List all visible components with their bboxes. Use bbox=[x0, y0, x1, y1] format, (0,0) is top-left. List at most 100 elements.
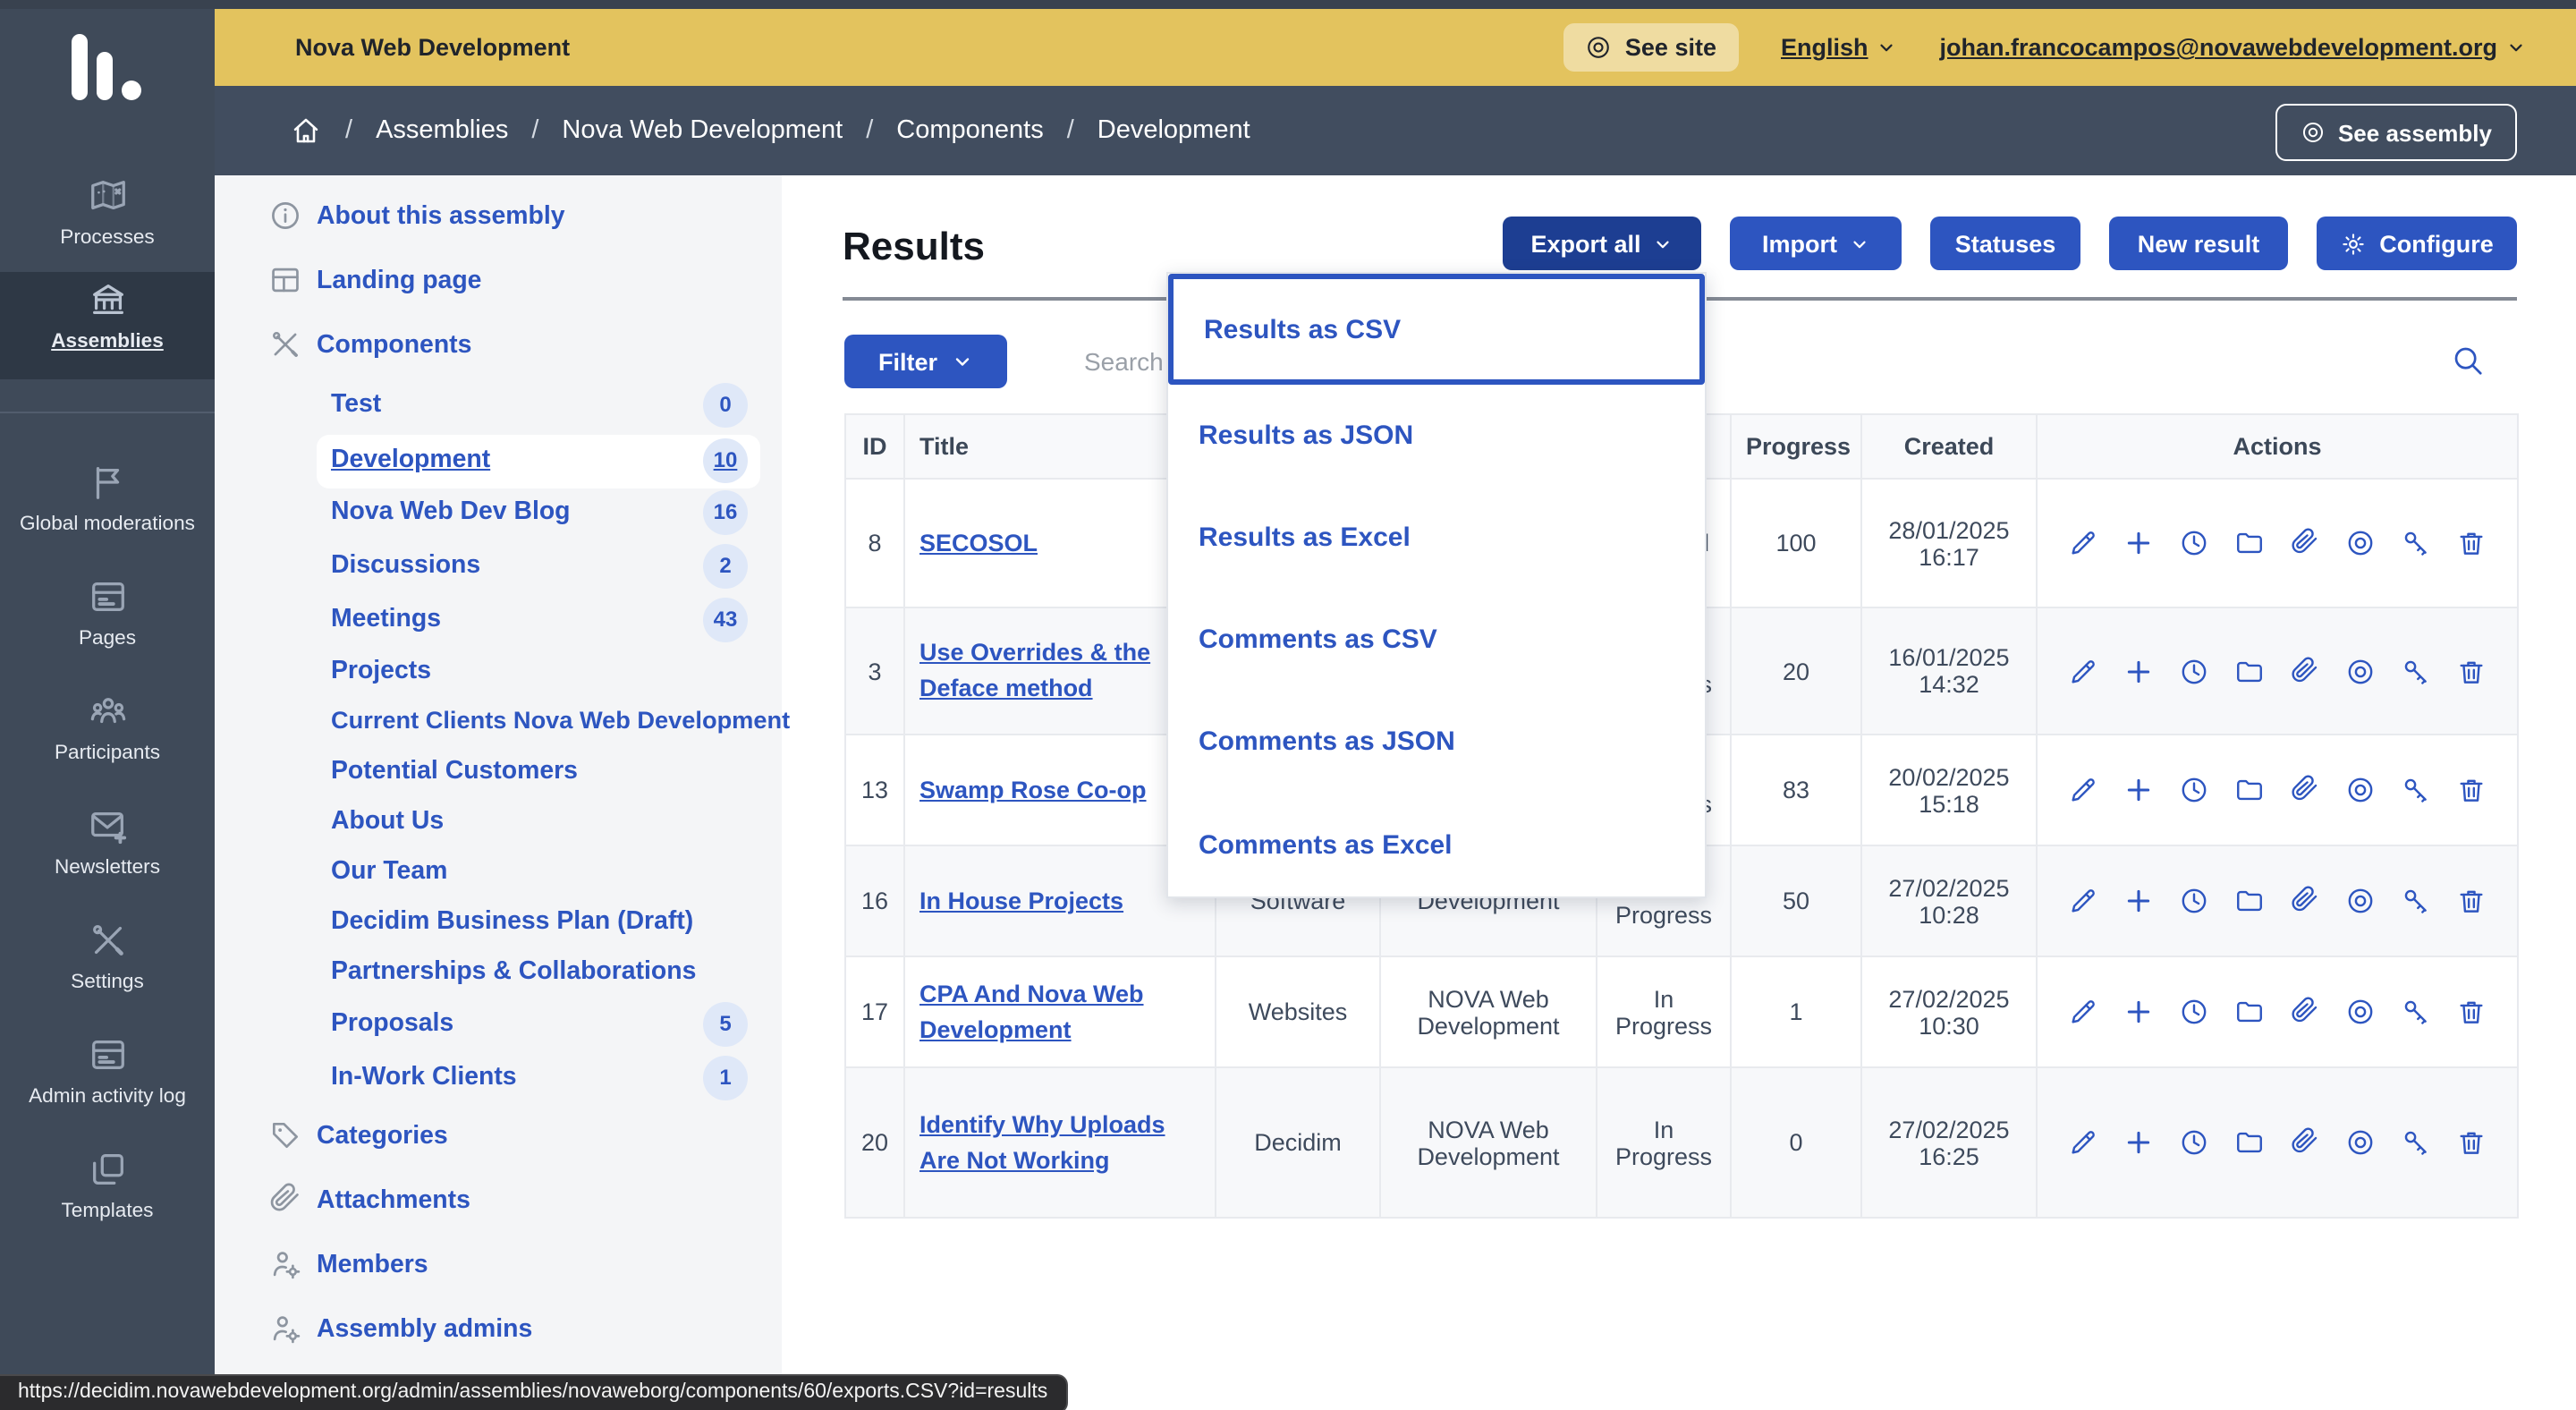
attachment-icon[interactable] bbox=[2290, 656, 2320, 686]
sidebar-item-newsletters[interactable]: Newsletters bbox=[0, 798, 215, 898]
result-title-link[interactable]: Use Overrides & the Deface method bbox=[919, 639, 1151, 701]
breadcrumb-components[interactable]: Components bbox=[896, 116, 1044, 145]
result-title-link[interactable]: Swamp Rose Co-op bbox=[919, 776, 1147, 803]
col-created[interactable]: Created bbox=[1860, 413, 2038, 480]
menu-components[interactable]: Components bbox=[215, 322, 782, 372]
delete-icon[interactable] bbox=[2456, 775, 2487, 805]
edit-icon[interactable] bbox=[2068, 997, 2098, 1027]
timeline-icon[interactable] bbox=[2179, 997, 2209, 1027]
menu-component-development[interactable]: Development 10 bbox=[317, 435, 760, 488]
home-icon[interactable] bbox=[290, 115, 322, 147]
menu-about-this-assembly[interactable]: About this assembly bbox=[215, 193, 782, 243]
add-icon[interactable] bbox=[2123, 775, 2154, 805]
menu-component-decidim-business-plan[interactable]: Decidim Business Plan (Draft) bbox=[331, 907, 694, 936]
folder-icon[interactable] bbox=[2234, 886, 2265, 916]
sidebar-item-admin-activity-log[interactable]: Admin activity log bbox=[0, 1027, 215, 1127]
timeline-icon[interactable] bbox=[2179, 528, 2209, 558]
menu-component-potential-customers[interactable]: Potential Customers bbox=[331, 757, 578, 786]
folder-icon[interactable] bbox=[2234, 775, 2265, 805]
result-title-link[interactable]: In House Projects bbox=[919, 887, 1124, 914]
result-title-link[interactable]: Identify Why Uploads Are Not Working bbox=[919, 1110, 1165, 1173]
export-results-excel[interactable]: Results as Excel bbox=[1199, 522, 1411, 553]
menu-landing-page[interactable]: Landing page bbox=[215, 258, 782, 308]
sidebar-item-processes[interactable]: Processes bbox=[0, 168, 215, 268]
col-title[interactable]: Title bbox=[903, 413, 1216, 480]
delete-icon[interactable] bbox=[2456, 997, 2487, 1027]
preview-icon[interactable] bbox=[2345, 528, 2376, 558]
preview-icon[interactable] bbox=[2345, 997, 2376, 1027]
breadcrumb-assemblies[interactable]: Assemblies bbox=[376, 116, 509, 145]
sidebar-item-pages[interactable]: Pages bbox=[0, 569, 215, 669]
menu-component-proposals[interactable]: Proposals 5 bbox=[215, 1000, 782, 1050]
attachment-icon[interactable] bbox=[2290, 997, 2320, 1027]
menu-assembly-admins[interactable]: Assembly admins bbox=[215, 1306, 782, 1356]
sidebar-item-participants[interactable]: Participants bbox=[0, 684, 215, 784]
result-title-link[interactable]: SECOSOL bbox=[919, 529, 1038, 556]
export-comments-csv[interactable]: Comments as CSV bbox=[1199, 624, 1437, 655]
see-site-button[interactable]: See site bbox=[1563, 23, 1738, 72]
permissions-icon[interactable] bbox=[2401, 528, 2431, 558]
export-comments-json[interactable]: Comments as JSON bbox=[1199, 726, 1455, 757]
attachment-icon[interactable] bbox=[2290, 1127, 2320, 1158]
folder-icon[interactable] bbox=[2234, 528, 2265, 558]
timeline-icon[interactable] bbox=[2179, 656, 2209, 686]
language-menu[interactable]: English bbox=[1781, 34, 1897, 61]
edit-icon[interactable] bbox=[2068, 775, 2098, 805]
col-id[interactable]: ID bbox=[844, 413, 905, 480]
menu-component-test[interactable]: Test 0 bbox=[215, 381, 782, 431]
attachment-icon[interactable] bbox=[2290, 775, 2320, 805]
delete-icon[interactable] bbox=[2456, 886, 2487, 916]
export-results-csv[interactable]: Results as CSV bbox=[1168, 274, 1705, 385]
search-input[interactable]: Search bbox=[1084, 335, 2506, 388]
permissions-icon[interactable] bbox=[2401, 1127, 2431, 1158]
sidebar-item-assemblies[interactable]: Assemblies bbox=[0, 272, 215, 379]
sidebar-item-templates[interactable]: Templates bbox=[0, 1142, 215, 1242]
menu-component-in-work-clients[interactable]: In-Work Clients 1 bbox=[215, 1054, 782, 1104]
permissions-icon[interactable] bbox=[2401, 997, 2431, 1027]
add-icon[interactable] bbox=[2123, 1127, 2154, 1158]
preview-icon[interactable] bbox=[2345, 775, 2376, 805]
preview-icon[interactable] bbox=[2345, 886, 2376, 916]
edit-icon[interactable] bbox=[2068, 656, 2098, 686]
timeline-icon[interactable] bbox=[2179, 1127, 2209, 1158]
menu-categories[interactable]: Categories bbox=[215, 1113, 782, 1163]
delete-icon[interactable] bbox=[2456, 1127, 2487, 1158]
new-result-button[interactable]: New result bbox=[2109, 217, 2288, 270]
menu-members[interactable]: Members bbox=[215, 1242, 782, 1292]
import-button[interactable]: Import bbox=[1730, 217, 1902, 270]
add-icon[interactable] bbox=[2123, 656, 2154, 686]
filter-button[interactable]: Filter bbox=[844, 335, 1007, 388]
search-icon[interactable] bbox=[2451, 344, 2485, 378]
folder-icon[interactable] bbox=[2234, 997, 2265, 1027]
user-menu[interactable]: johan.francocampos@novawebdevelopment.or… bbox=[1940, 34, 2526, 61]
result-title-link[interactable]: CPA And Nova Web Development bbox=[919, 980, 1144, 1042]
export-comments-excel[interactable]: Comments as Excel bbox=[1199, 829, 1453, 860]
attachment-icon[interactable] bbox=[2290, 886, 2320, 916]
timeline-icon[interactable] bbox=[2179, 886, 2209, 916]
add-icon[interactable] bbox=[2123, 886, 2154, 916]
permissions-icon[interactable] bbox=[2401, 656, 2431, 686]
folder-icon[interactable] bbox=[2234, 656, 2265, 686]
edit-icon[interactable] bbox=[2068, 528, 2098, 558]
preview-icon[interactable] bbox=[2345, 1127, 2376, 1158]
preview-icon[interactable] bbox=[2345, 656, 2376, 686]
statuses-button[interactable]: Statuses bbox=[1930, 217, 2080, 270]
add-icon[interactable] bbox=[2123, 997, 2154, 1027]
permissions-icon[interactable] bbox=[2401, 886, 2431, 916]
sidebar-item-settings[interactable]: Settings bbox=[0, 913, 215, 1013]
edit-icon[interactable] bbox=[2068, 1127, 2098, 1158]
col-progress[interactable]: Progress bbox=[1730, 413, 1862, 480]
see-assembly-button[interactable]: See assembly bbox=[2275, 104, 2517, 161]
export-results-json[interactable]: Results as JSON bbox=[1199, 420, 1414, 451]
menu-component-partnerships[interactable]: Partnerships & Collaborations bbox=[331, 957, 697, 986]
menu-component-nova-web-dev-blog[interactable]: Nova Web Dev Blog 16 bbox=[215, 488, 782, 539]
attachment-icon[interactable] bbox=[2290, 528, 2320, 558]
delete-icon[interactable] bbox=[2456, 528, 2487, 558]
menu-component-meetings[interactable]: Meetings 43 bbox=[215, 596, 782, 646]
menu-component-discussions[interactable]: Discussions 2 bbox=[215, 542, 782, 592]
timeline-icon[interactable] bbox=[2179, 775, 2209, 805]
permissions-icon[interactable] bbox=[2401, 775, 2431, 805]
breadcrumb-nova-web-development[interactable]: Nova Web Development bbox=[562, 116, 843, 145]
menu-attachments[interactable]: Attachments bbox=[215, 1177, 782, 1227]
decidim-logo[interactable] bbox=[50, 29, 165, 122]
